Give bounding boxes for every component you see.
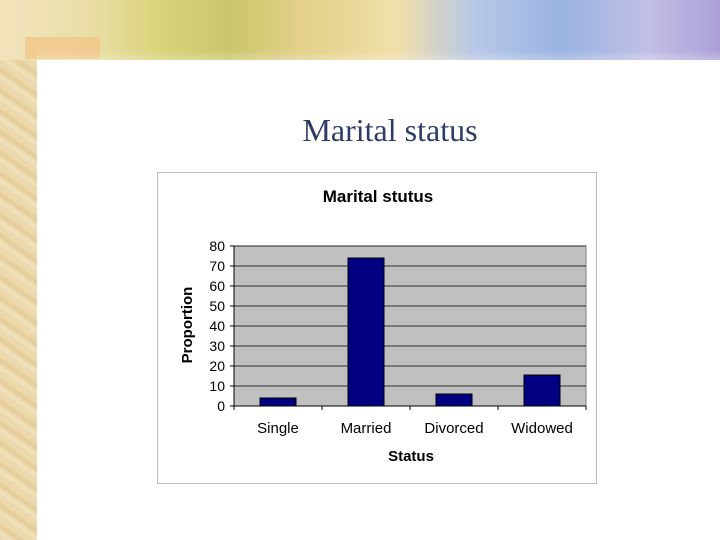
bar-married — [347, 257, 385, 407]
y-tick-label: 80 — [209, 238, 225, 254]
page-title: Marital status — [302, 112, 478, 148]
y-tick-label: 0 — [217, 398, 225, 414]
bar-single — [259, 397, 297, 407]
x-tick-label: Divorced — [424, 420, 483, 437]
left-texture-strip — [0, 0, 37, 540]
x-tick-label: Widowed — [511, 420, 573, 437]
bar-divorced — [435, 393, 473, 407]
chart-title: Marital stutus — [323, 187, 434, 206]
x-tick-label: Single — [257, 420, 299, 437]
banner-fade — [37, 50, 720, 90]
chart-container: Marital stutus 0 10 20 30 40 50 60 70 80 Single Ma… — [157, 172, 597, 484]
x-axis-label: Status — [388, 448, 434, 465]
y-tick-label: 50 — [209, 298, 225, 314]
axes — [230, 245, 587, 410]
bar-chart: Marital stutus 0 10 20 30 40 50 60 70 80 Single Ma… — [179, 187, 587, 465]
y-tick-label: 60 — [209, 278, 225, 294]
y-tick-label: 70 — [209, 258, 225, 274]
y-tick-label: 30 — [209, 338, 225, 354]
tick-labels: 0 10 20 30 40 50 60 70 80 Single Married Divorced Wi… — [209, 238, 572, 437]
y-tick-label: 10 — [209, 378, 225, 394]
y-tick-label: 20 — [209, 358, 225, 374]
x-tick-label: Married — [341, 420, 392, 437]
y-axis-label: Proportion — [179, 287, 196, 364]
bar-widowed — [523, 374, 561, 407]
y-tick-label: 40 — [209, 318, 225, 334]
